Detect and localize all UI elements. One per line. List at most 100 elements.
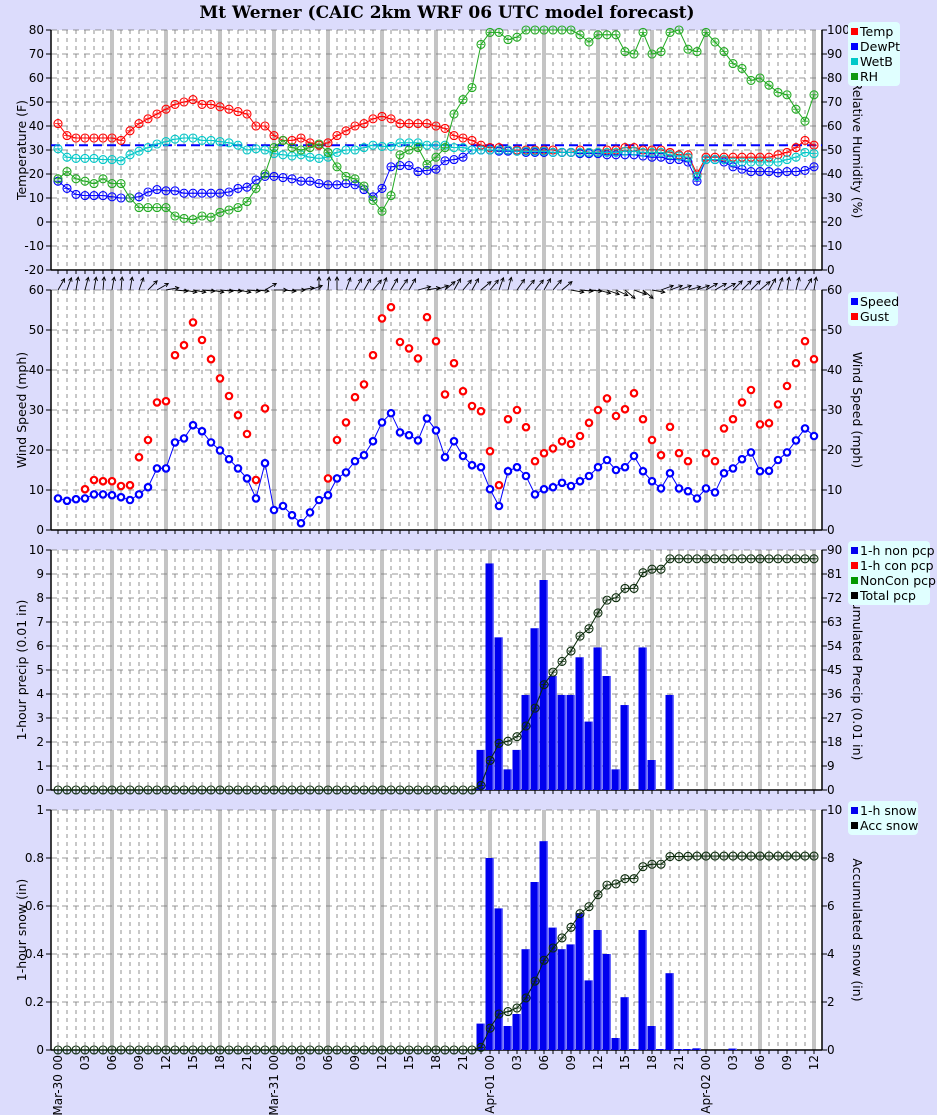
point-total-pcp-cross xyxy=(703,555,709,562)
point-dewpt xyxy=(116,193,126,203)
point-dewpt xyxy=(71,189,81,199)
point-acc-snow xyxy=(656,859,666,869)
point-gust xyxy=(170,350,180,360)
point-wetb xyxy=(503,145,513,155)
point-rh-cross xyxy=(649,51,655,57)
point-temp-cross xyxy=(469,137,475,144)
point-speed xyxy=(98,490,108,499)
point-dewpt-cross xyxy=(343,180,349,187)
point-rh-cross xyxy=(226,207,232,213)
point-acc-snow xyxy=(323,1045,333,1055)
wind-arrow-icon xyxy=(597,289,612,295)
point-gust xyxy=(719,424,729,433)
wind-arrow-head xyxy=(678,284,684,289)
point-acc-snow-cross xyxy=(442,1047,448,1053)
point-acc-snow xyxy=(107,1045,117,1055)
point-gust xyxy=(566,439,576,449)
point-acc-snow xyxy=(764,851,774,861)
point-dewpt-cross xyxy=(100,192,106,199)
wind-arrow-head xyxy=(630,294,636,299)
point-acc-snow-cross xyxy=(190,1047,196,1053)
point-temp xyxy=(143,114,153,124)
point-temp xyxy=(341,126,351,136)
y-tick-label: 0 xyxy=(36,1043,44,1057)
point-wetb-cross xyxy=(739,159,745,165)
point-acc-snow xyxy=(449,1045,459,1055)
point-speed xyxy=(458,451,468,461)
point-total-pcp xyxy=(170,785,180,795)
bar-highlight xyxy=(654,1026,656,1050)
wind-arrow-shaft xyxy=(669,285,683,291)
y-tick-label: 10 xyxy=(29,483,44,497)
wind-arrow-shaft xyxy=(129,277,133,291)
point-temp-cross xyxy=(136,120,142,127)
legend-swatch xyxy=(851,298,858,305)
point-rh-cross xyxy=(541,27,547,33)
bar-1-h-snow xyxy=(476,1023,485,1050)
point-rh-cross xyxy=(397,151,403,158)
point-wetb xyxy=(314,153,324,163)
point-wetb xyxy=(89,153,99,163)
point-rh-cross xyxy=(451,111,457,117)
wind-arrow-shaft xyxy=(633,289,647,295)
bar-1-h-snow xyxy=(629,1049,638,1050)
point-gust xyxy=(764,418,774,428)
point-total-pcp-cross xyxy=(487,757,493,764)
point-wetb xyxy=(80,153,90,163)
wind-arrow-shaft xyxy=(714,283,727,291)
point-speed xyxy=(269,505,279,515)
point-rh xyxy=(98,174,108,184)
point-speed xyxy=(188,420,198,430)
wind-arrow-icon xyxy=(399,278,408,291)
point-rh xyxy=(305,143,315,153)
point-wetb-cross xyxy=(568,149,574,156)
wind-arrow-head xyxy=(140,276,145,282)
point-acc-snow xyxy=(638,862,648,872)
point-temp-cross xyxy=(271,132,277,139)
wind-arrow-head xyxy=(357,277,362,283)
x-tick-label: 18 xyxy=(645,1055,659,1070)
point-total-pcp-cross xyxy=(694,555,700,562)
point-rh-cross xyxy=(478,41,484,48)
point-gust xyxy=(224,391,234,401)
bar-highlight xyxy=(564,949,566,1050)
point-wetb xyxy=(395,138,405,148)
point-dewpt-cross xyxy=(415,168,421,175)
point-rh xyxy=(386,191,396,201)
point-temp-cross xyxy=(55,120,61,127)
point-wetb xyxy=(701,155,711,165)
point-acc-snow xyxy=(71,1045,81,1055)
point-total-pcp xyxy=(314,785,324,795)
wind-arrow-icon xyxy=(768,277,776,291)
y2-tick-label: 60 xyxy=(827,119,842,133)
bar-1-h-non-pcp xyxy=(521,694,530,790)
wind-arrow-head xyxy=(546,277,551,283)
bar-1-h-non-pcp xyxy=(665,694,674,790)
point-acc-snow xyxy=(782,851,792,861)
point-total-pcp xyxy=(737,554,747,564)
point-rh-cross xyxy=(631,51,637,57)
point-rh-cross xyxy=(514,34,520,41)
wind-arrow-shaft xyxy=(750,280,761,291)
wind-arrow-shaft xyxy=(651,289,665,293)
legend-label: 1-h snow xyxy=(860,803,917,818)
bar-highlight xyxy=(501,637,503,790)
point-acc-snow-cross xyxy=(577,910,583,917)
point-total-pcp-cross xyxy=(424,787,430,793)
wind-arrow-icon xyxy=(156,283,170,291)
wind-arrow-shaft xyxy=(156,283,169,291)
point-acc-snow-cross xyxy=(307,1047,313,1053)
point-wetb-cross xyxy=(163,138,169,145)
bar-highlight xyxy=(636,1049,638,1050)
point-temp xyxy=(413,119,423,129)
point-temp-cross xyxy=(82,135,88,141)
point-rh-cross xyxy=(487,29,493,36)
point-total-pcp xyxy=(404,785,414,795)
point-rh-cross xyxy=(550,27,556,33)
wind-arrow-icon xyxy=(219,288,234,294)
point-temp xyxy=(791,143,801,153)
point-dewpt xyxy=(737,164,747,174)
point-temp xyxy=(53,119,63,129)
wind-arrow-icon xyxy=(165,286,180,291)
point-speed xyxy=(431,426,441,435)
